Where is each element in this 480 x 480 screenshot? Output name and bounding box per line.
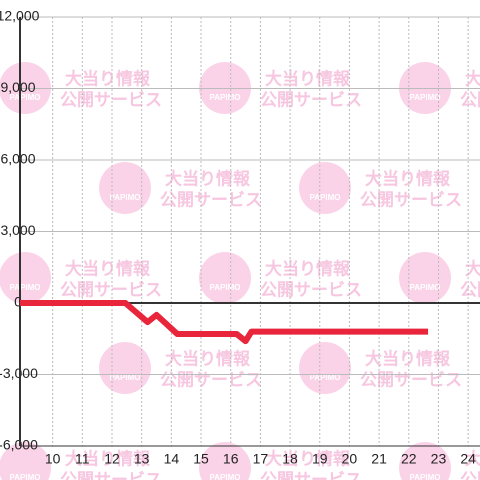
watermark-logo — [299, 162, 351, 214]
watermark-logo-text: PAPIMO — [10, 93, 41, 102]
x-tick-label: 16 — [223, 451, 239, 467]
watermark-text: 大当り情報 — [465, 448, 480, 468]
watermark-text: 大当り情報 — [65, 258, 151, 278]
watermark-logo — [99, 342, 151, 394]
watermark-text: 公開サービス — [60, 90, 162, 109]
watermark-logo-text: PAPIMO — [110, 373, 141, 382]
x-tick-label: 20 — [342, 451, 358, 467]
watermark-text: 大当り情報 — [65, 68, 151, 88]
x-tick-label: 21 — [371, 451, 387, 467]
watermark-text: 大当り情報 — [265, 68, 351, 88]
watermark-text: 公開サービス — [260, 280, 362, 299]
watermark-text: 公開サービス — [60, 470, 162, 480]
watermark-text: 公開サービス — [160, 190, 262, 209]
watermark-text: 公開サービス — [460, 280, 480, 299]
watermark-text: 公開サービス — [60, 280, 162, 299]
x-tick-label: 11 — [75, 451, 90, 467]
watermark-logo-text: PAPIMO — [210, 283, 241, 292]
watermark-logo — [399, 252, 451, 304]
x-tick-label: 17 — [253, 451, 269, 467]
y-tick-label: 6,000 — [0, 151, 35, 167]
watermark-text: 大当り情報 — [265, 448, 351, 468]
watermark-logo-text: PAPIMO — [410, 283, 441, 292]
watermark-text: 公開サービス — [260, 470, 362, 480]
watermark-logo-text: PAPIMO — [210, 473, 241, 480]
data-line — [20, 300, 429, 345]
x-tick-label: 12 — [104, 451, 120, 467]
x-tick-label: 14 — [164, 451, 180, 467]
x-tick-label: 15 — [193, 451, 209, 467]
watermark-text: 公開サービス — [460, 470, 480, 480]
x-tick-label: 22 — [401, 451, 417, 467]
watermark-text: 大当り情報 — [465, 68, 480, 88]
x-tick-label: 23 — [431, 451, 447, 467]
x-tick-label: 19 — [312, 451, 328, 467]
watermark-logo-text: PAPIMO — [110, 193, 141, 202]
watermark-logo — [0, 442, 51, 480]
y-tick-label: 0 — [14, 294, 22, 310]
watermark-logo-text: PAPIMO — [310, 193, 341, 202]
watermark-text: 公開サービス — [360, 190, 462, 209]
watermark-text: 公開サービス — [360, 370, 462, 389]
watermark-text: 大当り情報 — [165, 168, 251, 188]
watermark-text: 大当り情報 — [265, 258, 351, 278]
y-tick-label: 12,000 — [0, 8, 40, 24]
x-tick-label: 18 — [282, 451, 298, 467]
watermark-logo — [0, 252, 51, 304]
watermark-logo — [199, 442, 251, 480]
watermark-text: 公開サービス — [460, 90, 480, 109]
x-tick-label: 10 — [45, 451, 61, 467]
watermark-logo — [299, 342, 351, 394]
y-tick-label: 9,000 — [0, 79, 35, 95]
watermark-logo-text: PAPIMO — [210, 93, 241, 102]
watermark-text: 公開サービス — [160, 370, 262, 389]
watermark-logo-text: PAPIMO — [410, 93, 441, 102]
watermark-logo-text: PAPIMO — [10, 473, 41, 480]
watermark-logo — [99, 162, 151, 214]
watermark-logo-text: PAPIMO — [10, 283, 41, 292]
watermark-logo-text: PAPIMO — [310, 373, 341, 382]
watermark-text: 公開サービス — [260, 90, 362, 109]
watermark-text: 大当り情報 — [65, 448, 151, 468]
watermark-logo — [199, 252, 251, 304]
watermark-logo — [399, 442, 451, 480]
x-tick-label: 13 — [134, 451, 150, 467]
watermark-text: 大当り情報 — [165, 348, 251, 368]
watermark-text: 大当り情報 — [365, 168, 451, 188]
y-tick-label: 3,000 — [0, 222, 35, 238]
watermark-text: 大当り情報 — [365, 348, 451, 368]
watermark-text: 大当り情報 — [465, 258, 480, 278]
x-tick-label: 24 — [460, 451, 476, 467]
watermark-logo-text: PAPIMO — [410, 473, 441, 480]
